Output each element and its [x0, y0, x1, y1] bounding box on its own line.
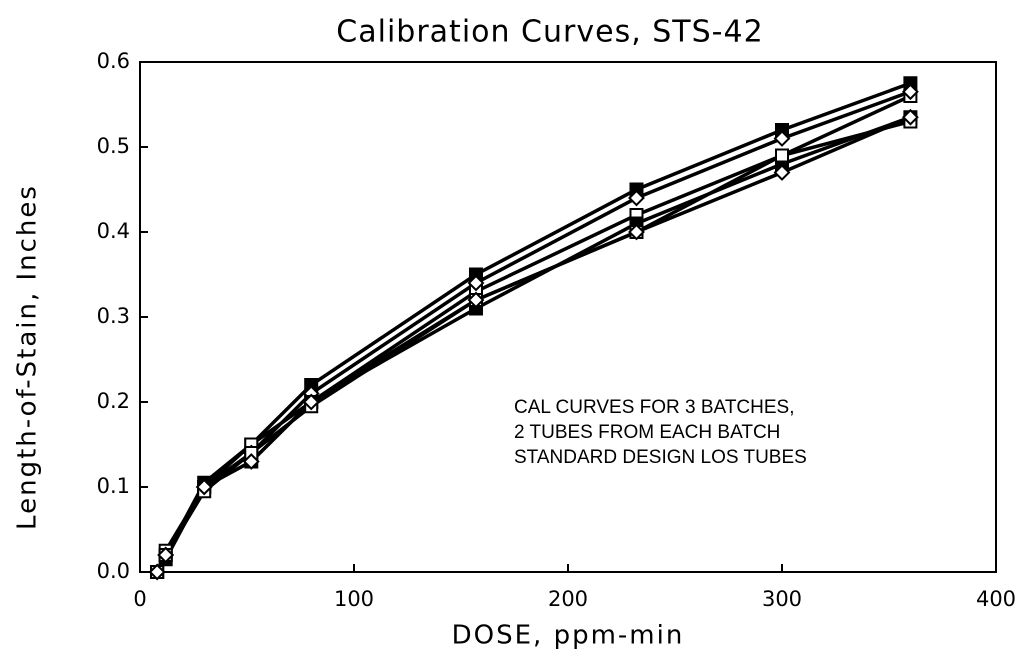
- marker: [148, 563, 166, 581]
- y-tick-label: 0.6: [97, 49, 130, 73]
- annotation: 2 TUBES FROM EACH BATCH: [514, 422, 780, 443]
- marker: [775, 148, 789, 163]
- annotation: STANDARD DESIGN LOS TUBES: [514, 447, 807, 468]
- y-axis-label: Length-of-Stain, Inches: [13, 184, 43, 530]
- x-tick-label: 100: [334, 587, 374, 611]
- y-tick-label: 0.5: [97, 134, 130, 158]
- chart-title: Calibration Curves, STS-42: [336, 15, 763, 50]
- series-line: [155, 119, 911, 573]
- marker: [157, 546, 175, 564]
- x-tick-label: 200: [548, 587, 588, 611]
- marker: [773, 164, 791, 181]
- series-line: [155, 115, 911, 573]
- y-tick-label: 0.0: [97, 559, 130, 583]
- marker: [901, 83, 919, 101]
- series-line: [155, 90, 911, 573]
- plot-frame: [139, 61, 997, 573]
- marker: [242, 453, 260, 470]
- marker: [628, 223, 645, 241]
- marker: [195, 478, 213, 496]
- x-tick-label: 400: [976, 587, 1016, 611]
- y-tick-label: 0.4: [97, 219, 130, 243]
- x-axis-label: DOSE, ppm-min: [452, 621, 685, 651]
- y-tick-label: 0.2: [97, 389, 130, 413]
- series-line: [155, 115, 912, 573]
- annotation: CAL CURVES FOR 3 BATCHES,: [514, 397, 795, 418]
- y-tick-label: 0.1: [97, 474, 130, 498]
- x-tick-label: 0: [133, 587, 146, 611]
- marker: [628, 189, 645, 207]
- marker: [901, 108, 919, 126]
- y-tick-label: 0.3: [97, 304, 130, 328]
- x-tick-label: 300: [762, 587, 802, 611]
- marker: [467, 274, 485, 292]
- marker: [302, 393, 320, 411]
- marker: [773, 130, 791, 147]
- marker: [467, 291, 485, 309]
